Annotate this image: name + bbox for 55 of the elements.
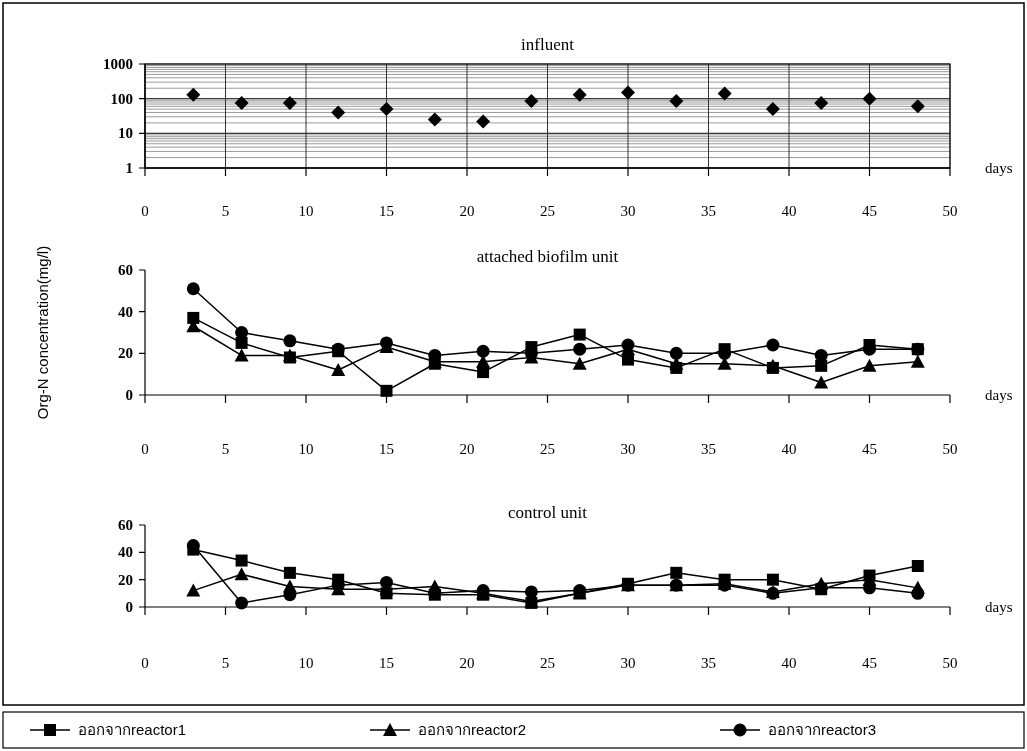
x-tick-label: 20 [459, 203, 475, 219]
x-tick-label: 30 [620, 655, 636, 671]
x-tick-label: 25 [540, 441, 555, 457]
y-tick-label: 20 [118, 571, 133, 588]
x-tick-label: 15 [379, 203, 394, 219]
x-tick-label: 35 [701, 203, 716, 219]
y-tick-label: 40 [118, 303, 133, 320]
x-tick-label: 50 [942, 655, 958, 671]
x-tick-label: 20 [459, 655, 475, 671]
x-tick-label: 10 [298, 203, 314, 219]
x-axis-title: days [985, 599, 1013, 615]
x-tick-label: 25 [540, 203, 555, 219]
y-tick-label: 0 [125, 387, 133, 403]
x-tick-label: 35 [701, 655, 716, 671]
x-tick-label: 40 [781, 441, 797, 457]
x-tick-label: 45 [862, 203, 877, 219]
chart-title: influent [521, 35, 575, 54]
x-tick-label: 30 [620, 203, 636, 219]
chart-title: control unit [508, 503, 588, 522]
x-tick-label: 45 [862, 441, 877, 457]
x-tick-label: 35 [701, 441, 716, 457]
y-tick-label: 1000 [103, 56, 133, 72]
x-tick-label: 40 [781, 655, 797, 671]
legend-label: ออกจากreactor3 [768, 721, 877, 738]
x-tick-label: 30 [620, 441, 636, 457]
x-tick-label: 5 [221, 655, 230, 671]
y-tick-label: 0 [125, 599, 133, 615]
x-tick-label: 25 [540, 655, 555, 671]
x-axis-title: days [985, 160, 1013, 176]
x-tick-label: 45 [862, 655, 877, 671]
x-tick-label: 50 [942, 441, 958, 457]
x-tick-label: 50 [942, 203, 958, 219]
x-tick-label: 10 [298, 441, 314, 457]
legend-label: ออกจากreactor2 [418, 721, 527, 738]
x-axis-title: days [985, 387, 1013, 403]
chart-title: attached biofilm unit [476, 247, 619, 266]
y-axis-title: Org-N concentration(mg/l) [34, 245, 51, 420]
x-tick-label: 40 [781, 203, 797, 219]
x-tick-label: 5 [221, 203, 230, 219]
y-tick-label: 10 [118, 125, 133, 142]
x-tick-label: 0 [141, 441, 149, 457]
x-tick-label: 0 [141, 203, 149, 219]
x-tick-label: 0 [141, 655, 149, 671]
x-tick-label: 5 [221, 441, 230, 457]
x-tick-label: 15 [379, 655, 394, 671]
y-tick-label: 20 [118, 345, 133, 362]
y-tick-label: 40 [118, 544, 133, 561]
x-tick-label: 20 [459, 441, 475, 457]
y-tick-label: 60 [118, 517, 133, 533]
y-tick-label: 100 [110, 90, 133, 107]
x-tick-label: 10 [298, 655, 314, 671]
y-tick-label: 1 [125, 160, 133, 176]
legend-label: ออกจากreactor1 [78, 721, 187, 738]
y-tick-label: 60 [118, 262, 133, 278]
x-tick-label: 15 [379, 441, 394, 457]
